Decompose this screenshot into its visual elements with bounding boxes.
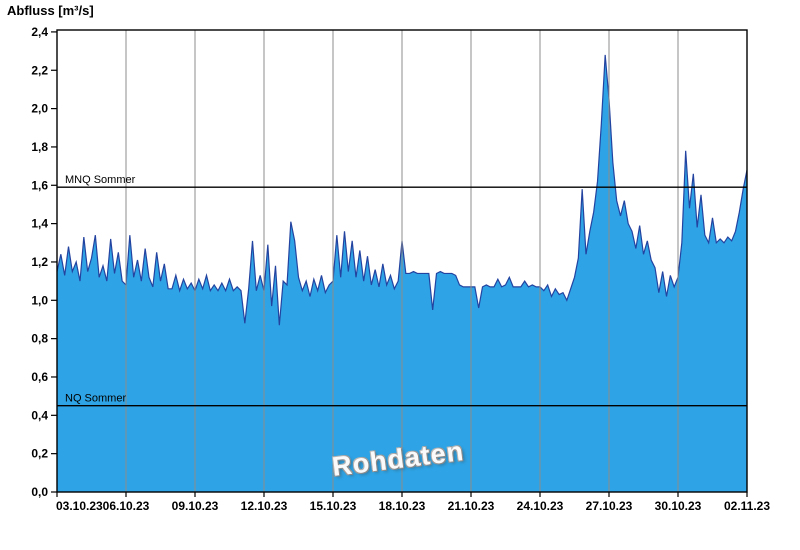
y-axis-tick-label: 1,2	[31, 255, 48, 269]
x-axis-tick-label: 03.10.23	[56, 499, 103, 513]
y-axis-tick-label: 2,0	[31, 102, 48, 116]
y-axis-tick-label: 0,0	[31, 485, 48, 499]
x-axis-tick-label: 12.10.23	[241, 499, 288, 513]
y-axis-tick-label: 1,4	[31, 217, 48, 231]
y-axis-tick-label: 1,6	[31, 178, 48, 192]
y-axis-tick-label: 0,4	[31, 408, 48, 422]
y-axis-tick-label: 0,8	[31, 332, 48, 346]
reference-line-label: NQ Sommer	[65, 393, 126, 405]
x-axis-tick-label: 21.10.23	[448, 499, 495, 513]
y-axis-tick-label: 2,4	[31, 25, 48, 39]
x-axis-tick-label: 30.10.23	[655, 499, 702, 513]
x-axis-tick-label: 02.11.23	[724, 499, 770, 513]
y-axis-tick-label: 0,6	[31, 370, 48, 384]
reference-line-label: MNQ Sommer	[65, 174, 136, 186]
x-axis-tick-label: 06.10.23	[103, 499, 150, 513]
y-axis-tick-label: 1,8	[31, 140, 48, 154]
x-axis-tick-label: 27.10.23	[586, 499, 633, 513]
x-axis-tick-label: 18.10.23	[379, 499, 426, 513]
y-axis-tick-label: 1,0	[31, 293, 48, 307]
x-axis-tick-label: 24.10.23	[517, 499, 564, 513]
y-axis-tick-label: 0,2	[31, 447, 48, 461]
x-axis-tick-label: 15.10.23	[310, 499, 357, 513]
x-axis-tick-label: 09.10.23	[172, 499, 219, 513]
chart-title: Abfluss [m³/s]	[7, 3, 94, 18]
y-axis-tick-label: 2,2	[31, 63, 48, 77]
